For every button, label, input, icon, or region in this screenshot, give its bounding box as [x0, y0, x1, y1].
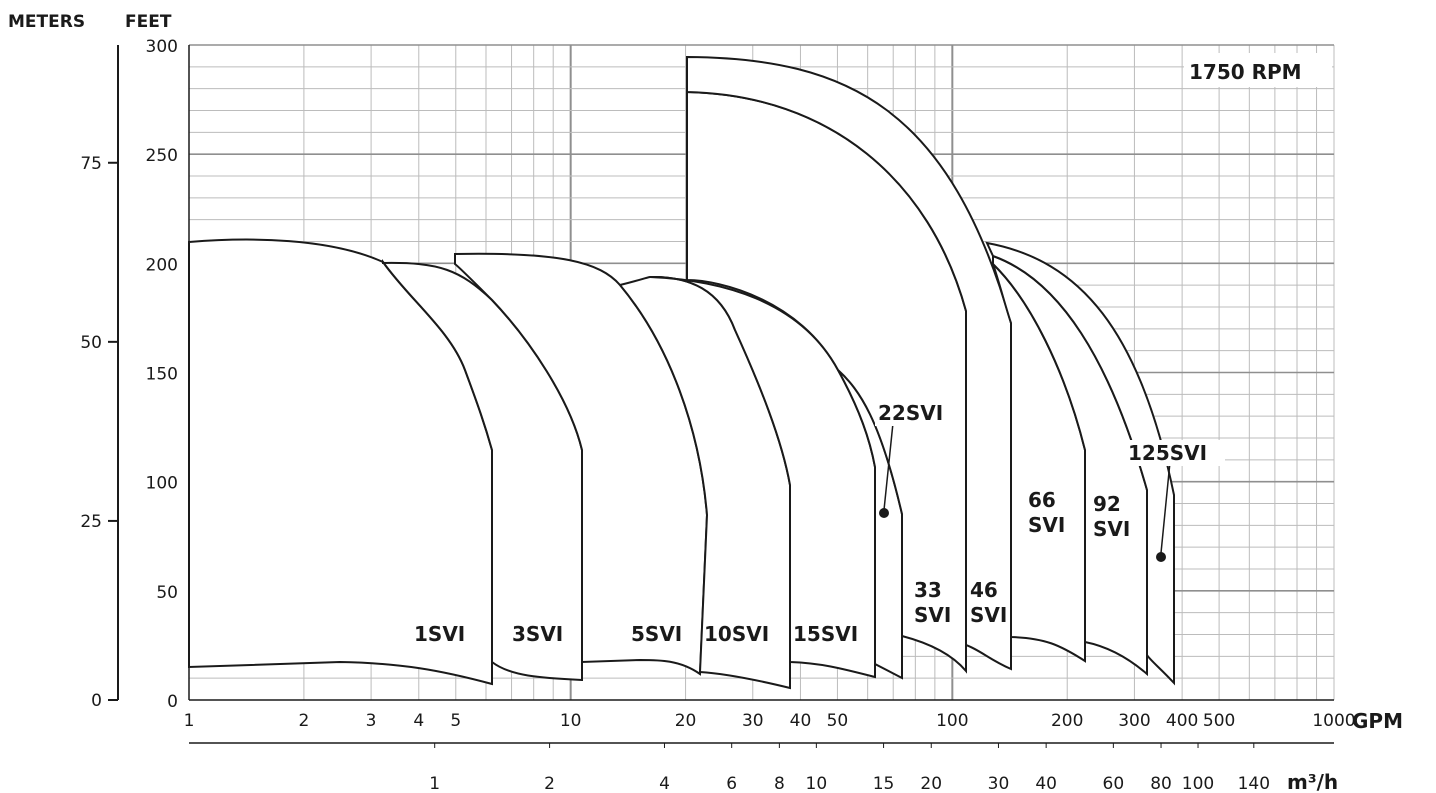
series-label-background [1125, 440, 1225, 466]
series-label-line: 3SVI [512, 622, 563, 646]
series-label-line: SVI [1028, 513, 1065, 537]
m3h-tick-label: 100 [1182, 774, 1214, 793]
m3h-tick-label: 6 [726, 774, 737, 793]
meters-tick-label: 0 [91, 691, 102, 711]
gpm-unit-label: GPM [1352, 709, 1403, 733]
feet-tick-label: 100 [146, 474, 178, 494]
feet-tick-label: 0 [167, 692, 178, 712]
m3h-tick-label: 40 [1035, 774, 1057, 793]
series-label-line: 1SVI [414, 622, 465, 646]
series-label-line: 5SVI [631, 622, 682, 646]
gpm-tick-label: 10 [560, 711, 582, 731]
gpm-tick-label: 4 [413, 711, 424, 731]
series-label-line: 125SVI [1128, 441, 1207, 465]
curve-125SVI [985, 241, 1175, 686]
series-label-5SVI: 5SVI [631, 622, 682, 646]
series-label-line: 92 [1093, 492, 1121, 516]
series-label-46SVI: 46 SVI [970, 578, 1007, 627]
series-label-66SVI: 66 SVI [1028, 488, 1065, 537]
m3h-tick-label: 15 [873, 774, 895, 793]
series-label-line: 10SVI [704, 622, 769, 646]
series-label-33SVI: 33 SVI [914, 578, 951, 627]
series-label-line: 66 [1028, 488, 1056, 512]
series-label-125SVI: 125SVI [1128, 441, 1207, 465]
m3h-tick-label: 8 [774, 774, 785, 793]
gpm-tick-label: 50 [827, 711, 849, 731]
static-labels: METERS FEET 1750 RPM GPM m³/h [8, 12, 1403, 793]
pointer-line-22SVI [883, 422, 894, 511]
m3h-tick-label: 2 [544, 774, 555, 793]
series-label-line: 22SVI [878, 401, 943, 425]
feet-tick-label: 300 [146, 37, 178, 57]
m3h-tick-label: 4 [659, 774, 670, 793]
series-label-3SVI: 3SVI [512, 622, 563, 646]
meters-axis-header: METERS [8, 12, 85, 32]
series-label-15SVI: 15SVI [793, 622, 858, 646]
gpm-tick-label: 1000 [1312, 711, 1355, 731]
meters-tick-label: 50 [80, 333, 102, 353]
pointer-line-125SVI [1160, 461, 1171, 554]
gpm-tick-label: 1 [184, 711, 195, 731]
m3h-tick-label: 1 [429, 774, 440, 793]
series-label-line: SVI [970, 603, 1007, 627]
gpm-tick-label: 3 [366, 711, 377, 731]
pump-curves [188, 55, 1175, 690]
rpm-annotation: 1750 RPM [1189, 60, 1302, 84]
gpm-tick-label: 100 [936, 711, 968, 731]
gpm-tick-label: 200 [1051, 711, 1083, 731]
gpm-tick-label: 30 [742, 711, 764, 731]
feet-axis-header: FEET [125, 12, 172, 32]
label-pointers [879, 422, 1171, 562]
m3h-tick-label: 80 [1150, 774, 1172, 793]
m3h-tick-label: 20 [920, 774, 942, 793]
series-label-92SVI: 92 SVI [1093, 492, 1130, 541]
feet-tick-label: 200 [146, 255, 178, 275]
feet-tick-label: 150 [146, 365, 178, 385]
rpm-background [1184, 53, 1332, 87]
m3h-tick-label: 30 [988, 774, 1010, 793]
gpm-tick-label: 500 [1203, 711, 1235, 731]
gpm-tick-label: 300 [1118, 711, 1150, 731]
feet-tick-label: 50 [156, 583, 178, 603]
gpm-tick-label: 400 [1166, 711, 1198, 731]
series-label-background [875, 400, 955, 426]
axes [117, 45, 1334, 744]
gpm-tick-label: 40 [790, 711, 812, 731]
series-label-1SVI: 1SVI [414, 622, 465, 646]
m3h-tick-label: 140 [1238, 774, 1270, 793]
series-label-line: SVI [1093, 517, 1130, 541]
gpm-tick-label: 5 [450, 711, 461, 731]
gpm-tick-label: 2 [298, 711, 309, 731]
series-label-line: 46 [970, 578, 998, 602]
series-label-10SVI: 10SVI [704, 622, 769, 646]
series-label-line: 33 [914, 578, 942, 602]
series-label-22SVI: 22SVI [878, 401, 943, 425]
m3h-tick-label: 10 [806, 774, 828, 793]
series-label-line: SVI [914, 603, 951, 627]
pointer-dot-22SVI [879, 508, 889, 518]
feet-tick-label: 250 [146, 146, 178, 166]
pointer-dot-125SVI [1156, 552, 1166, 562]
curve-5SVI [454, 252, 709, 676]
meters-tick-label: 75 [80, 154, 102, 174]
meters-tick-label: 25 [80, 512, 102, 532]
series-label-line: 15SVI [793, 622, 858, 646]
gpm-tick-label: 20 [675, 711, 697, 731]
m3h-unit-label: m³/h [1287, 770, 1338, 793]
m3h-tick-label: 60 [1103, 774, 1125, 793]
curve-46SVI [686, 55, 1012, 671]
